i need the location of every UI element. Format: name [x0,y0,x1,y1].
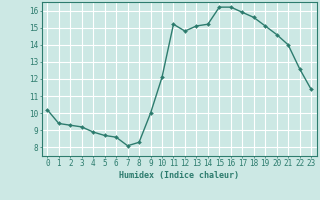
X-axis label: Humidex (Indice chaleur): Humidex (Indice chaleur) [119,171,239,180]
